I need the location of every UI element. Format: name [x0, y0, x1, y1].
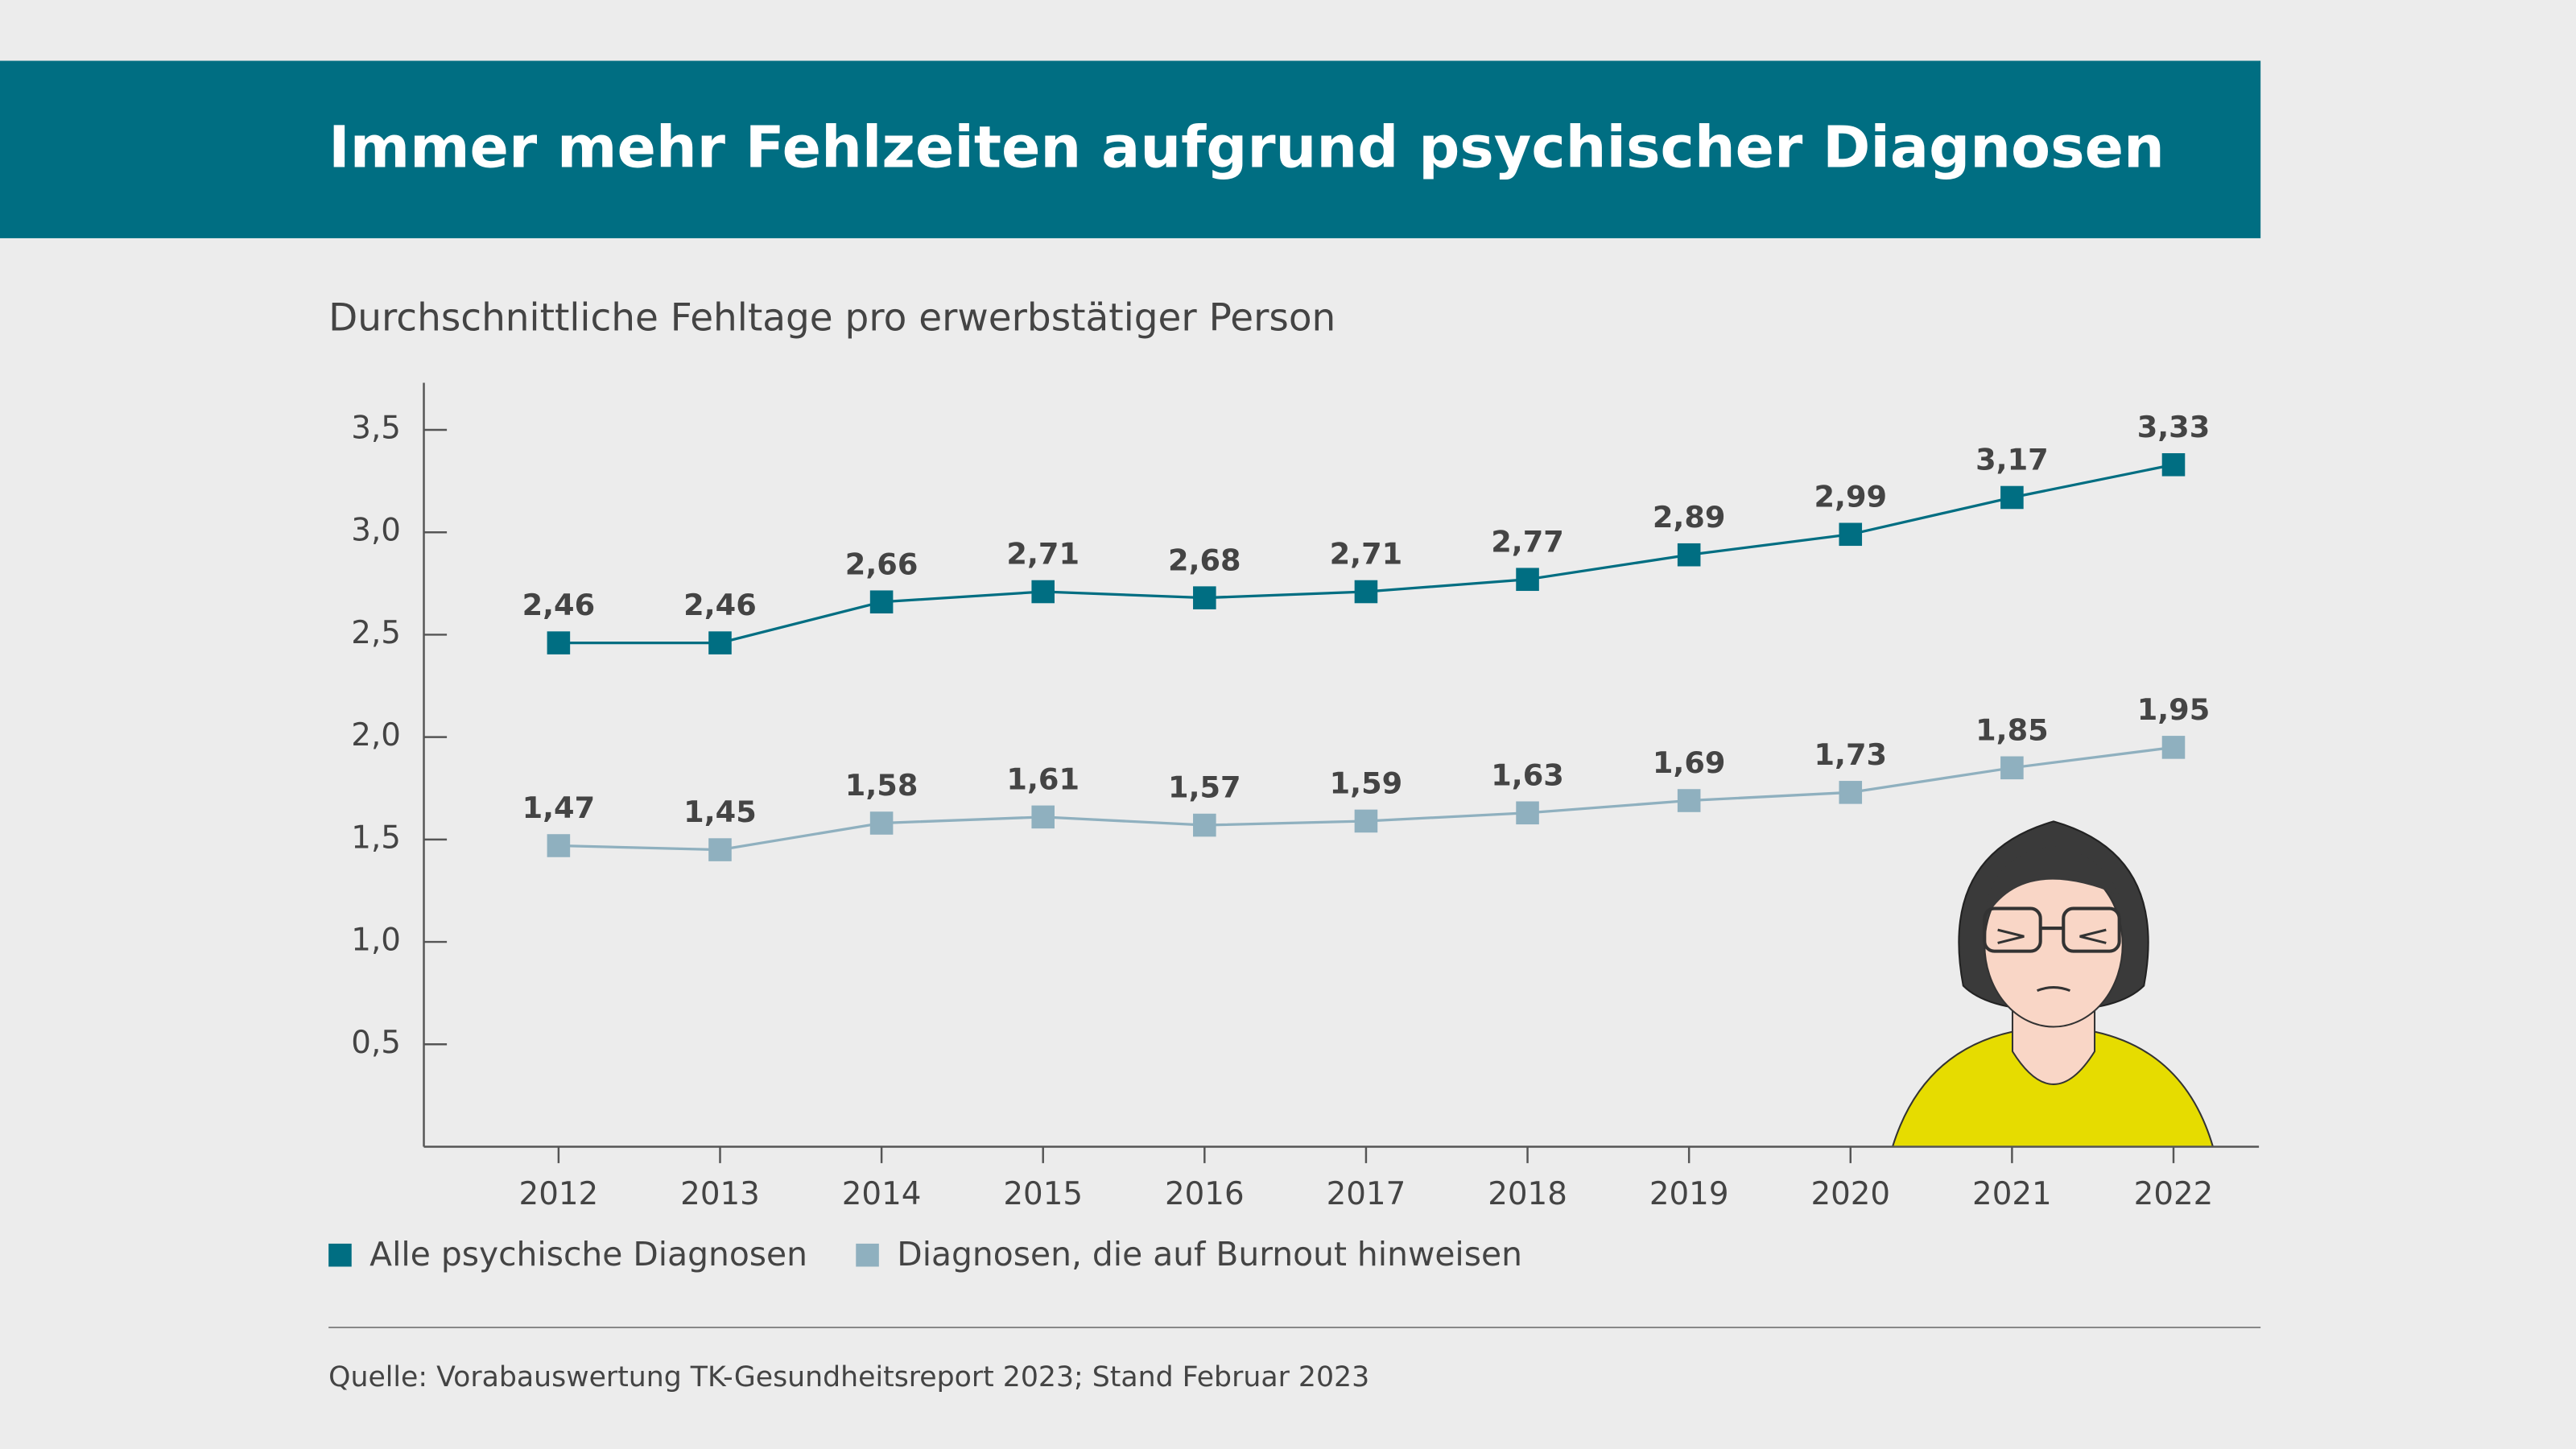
value-label: 2,46 [683, 588, 757, 622]
value-label: 1,85 [1975, 712, 2049, 747]
x-tick-label: 2019 [1649, 1176, 1729, 1212]
marker [2000, 756, 2024, 780]
value-label: 1,45 [683, 795, 757, 829]
legend-label: Alle psychische Diagnosen [369, 1235, 807, 1274]
marker [1031, 805, 1055, 829]
marker [2161, 452, 2186, 477]
y-tick-label: 0,5 [351, 1025, 401, 1061]
value-label: 1,58 [845, 768, 919, 803]
value-label: 1,47 [522, 791, 596, 825]
x-tick-label: 2016 [1165, 1176, 1245, 1212]
x-tick-label: 2014 [842, 1176, 922, 1212]
marker [547, 834, 571, 857]
legend-label: Diagnosen, die auf Burnout hinweisen [897, 1235, 1522, 1274]
value-label: 1,61 [1006, 762, 1080, 796]
value-label: 2,71 [1330, 537, 1403, 572]
value-label: 2,89 [1653, 500, 1726, 535]
marker [1839, 781, 1863, 804]
value-label: 2,99 [1814, 479, 1887, 514]
value-label: 1,95 [2137, 692, 2211, 727]
value-label: 1,69 [1653, 745, 1726, 780]
marker [547, 631, 571, 654]
x-tick-label: 2018 [1488, 1176, 1567, 1212]
marker [2000, 485, 2024, 510]
x-tick-label: 2021 [1972, 1176, 2052, 1212]
subtitle: Durchschnittliche Fehltage pro erwerbstä… [328, 295, 1335, 340]
y-tick-label: 3,5 [351, 411, 401, 447]
marker [1839, 522, 1863, 547]
title-bar [0, 60, 2261, 238]
x-tick-label: 2013 [680, 1176, 760, 1212]
y-tick-label: 1,0 [351, 923, 401, 959]
marker [1031, 580, 1055, 604]
marker [2161, 736, 2186, 759]
marker [1677, 789, 1701, 812]
source: Quelle: Vorabauswertung TK-Gesundheitsre… [328, 1361, 1369, 1393]
value-label: 2,66 [845, 547, 919, 581]
value-label: 2,77 [1491, 524, 1564, 559]
marker [1516, 801, 1539, 825]
legend-marker [328, 1243, 352, 1267]
y-tick-label: 2,0 [351, 717, 401, 753]
marker [1516, 568, 1539, 592]
value-label: 1,73 [1814, 737, 1887, 772]
x-tick-label: 2020 [1810, 1176, 1890, 1212]
value-label: 1,59 [1330, 766, 1403, 801]
marker [1354, 809, 1378, 833]
marker [1354, 580, 1378, 604]
value-label: 3,33 [2137, 410, 2211, 444]
legend-marker [856, 1243, 879, 1267]
value-label: 2,71 [1006, 537, 1080, 572]
y-tick-label: 3,0 [351, 513, 401, 549]
marker [1193, 586, 1216, 609]
value-label: 3,17 [1975, 443, 2049, 477]
value-label: 2,46 [522, 588, 596, 622]
y-tick-label: 1,5 [351, 819, 401, 856]
value-label: 1,57 [1168, 770, 1241, 805]
marker [869, 590, 894, 614]
marker [708, 838, 732, 861]
x-tick-label: 2015 [1003, 1176, 1083, 1212]
marker [869, 811, 894, 835]
marker [708, 631, 732, 654]
marker [1193, 813, 1216, 837]
chart-title: Immer mehr Fehlzeiten aufgrund psychisch… [328, 114, 2165, 180]
value-label: 2,68 [1168, 543, 1241, 577]
x-tick-label: 2012 [519, 1176, 599, 1212]
y-tick-label: 2,5 [351, 615, 401, 651]
illustration [1891, 820, 2215, 1148]
x-tick-label: 2017 [1327, 1176, 1406, 1212]
marker [1677, 543, 1701, 567]
value-label: 1,63 [1491, 758, 1564, 792]
x-tick-label: 2022 [2134, 1176, 2214, 1212]
